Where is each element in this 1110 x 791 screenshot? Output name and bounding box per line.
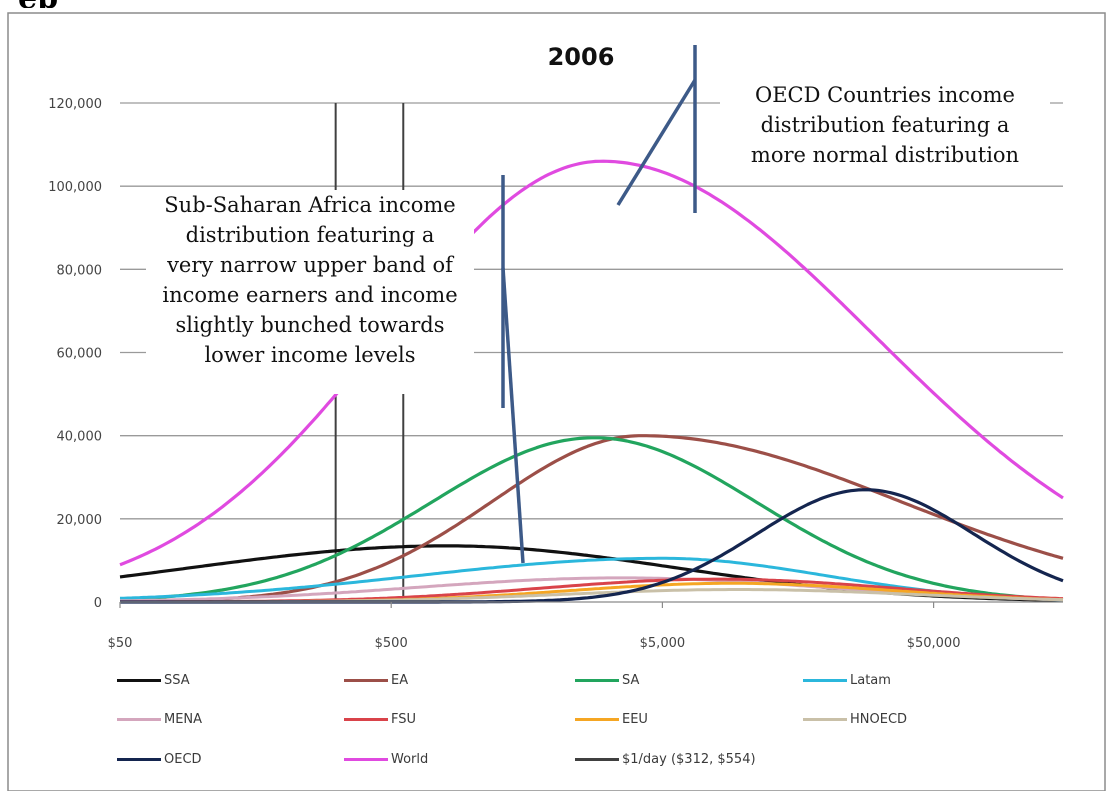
legend-swatch	[344, 717, 388, 721]
header-fragment-text: ep	[18, 0, 60, 8]
legend-swatch	[117, 678, 161, 682]
legend-item-fsu: FSU	[344, 710, 416, 728]
legend-swatch	[117, 717, 161, 721]
legend-swatch	[117, 757, 161, 761]
annotation-line: slightly bunched towards	[175, 313, 445, 337]
y-tick-label: 60,000	[57, 347, 103, 362]
annotation-line: lower income levels	[204, 343, 416, 367]
x-tick-label: $50,000	[907, 636, 961, 651]
ssa-annotation: Sub-Saharan Africa income distribution f…	[146, 190, 474, 394]
chart-title: 2006	[548, 43, 615, 71]
y-tick-label: 20,000	[57, 513, 103, 528]
legend-label: EA	[391, 672, 409, 688]
legend-item-world: World	[344, 750, 428, 768]
legend-label: HNOECD	[850, 711, 908, 727]
annotation-line: more normal distribution	[750, 143, 1020, 167]
legend-item-sa: SA	[575, 671, 639, 689]
legend-item-ea: EA	[344, 671, 408, 689]
legend-swatch	[803, 717, 847, 721]
y-tick-label: 0	[94, 596, 102, 611]
series-line-sa	[119, 436, 1064, 602]
legend-label: World	[391, 751, 429, 767]
legend-label: OECD	[164, 751, 202, 767]
legend-swatch	[575, 757, 619, 761]
series-line-world	[119, 159, 1064, 567]
oecd-annotation: OECD Countries income distribution featu…	[720, 80, 1050, 170]
legend-swatch	[344, 757, 388, 761]
annotation-line: distribution featuring a	[185, 223, 435, 247]
annotation-line: OECD Countries income	[755, 83, 1015, 107]
legend-item-ssa: SSA	[117, 671, 190, 689]
x-tick-label: $500	[375, 636, 408, 651]
x-tick-label: $5,000	[640, 636, 686, 651]
legend-label: EEU	[622, 711, 648, 727]
callout-pointers	[501, 45, 697, 564]
annotation-line: income earners and income	[162, 283, 458, 307]
legend-label: MENA	[164, 711, 203, 727]
axes: 0 20,000 40,000 60,000 80,000 100,000 120,000 $…	[48, 97, 1063, 651]
ssa-pointer-line	[501, 267, 525, 564]
y-tick-label: 100,000	[48, 180, 102, 195]
x-tick-label: $50	[108, 636, 133, 651]
oecd-pointer-line	[616, 79, 697, 206]
legend-item-eeu: EEU	[575, 710, 648, 728]
legend-swatch	[575, 717, 619, 721]
annotation-line: Sub-Saharan Africa income	[164, 193, 456, 217]
y-tick-label: 40,000	[57, 430, 103, 445]
series-line-ea	[120, 434, 1064, 604]
legend-swatch	[803, 678, 847, 682]
legend-label: SSA	[164, 672, 190, 688]
legend-item-mena: MENA	[117, 710, 202, 728]
legend-item-latam: Latam	[803, 671, 891, 689]
legend-swatch	[575, 678, 619, 682]
annotation-line: distribution featuring a	[760, 113, 1010, 137]
page-header-fragment: ep	[18, 0, 60, 8]
legend-label: SA	[622, 672, 640, 688]
legend-item--1-day-312-554: $1/day ($312, $554)	[575, 750, 756, 768]
legend-label: $1/day ($312, $554)	[622, 751, 756, 767]
legend-item-hnoecd: HNOECD	[803, 710, 907, 728]
y-tick-label: 80,000	[57, 263, 103, 278]
legend-label: FSU	[391, 711, 417, 727]
y-tick-label: 120,000	[48, 97, 102, 112]
legend-label: Latam	[850, 672, 891, 688]
legend-swatch	[344, 678, 388, 682]
annotation-line: very narrow upper band of	[167, 253, 453, 277]
legend-item-oecd: OECD	[117, 750, 202, 768]
